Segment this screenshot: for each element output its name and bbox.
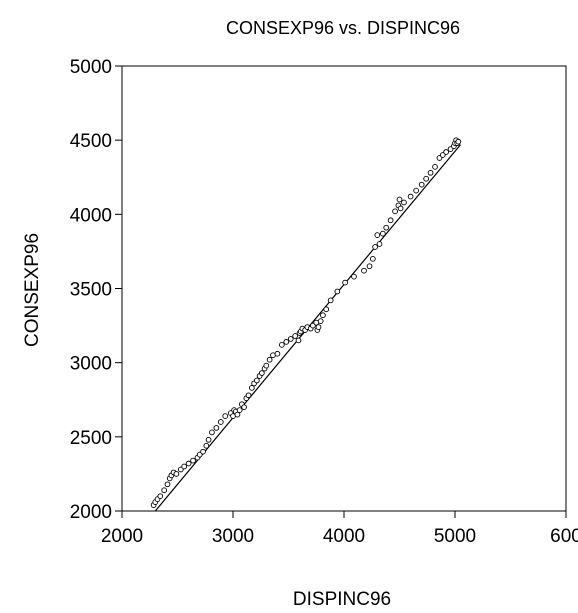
data-point — [263, 362, 270, 369]
data-point — [185, 460, 192, 467]
data-point — [392, 208, 398, 215]
plot-frame — [121, 65, 567, 512]
data-point — [432, 164, 438, 170]
data-point — [278, 342, 285, 348]
x-axis-label: DISPINC96 — [293, 589, 391, 610]
data-point — [259, 370, 265, 376]
data-point — [397, 205, 404, 212]
data-point — [396, 196, 403, 203]
data-point — [372, 244, 378, 250]
y-tick-label: 2500 — [70, 428, 112, 449]
x-tick-label: 2000 — [101, 526, 143, 547]
x-tick-label: 4000 — [323, 526, 365, 547]
x-tick-label: 3000 — [212, 526, 254, 547]
data-point — [254, 377, 260, 384]
data-point — [190, 457, 196, 464]
y-tick-label: 2000 — [70, 502, 112, 523]
data-point — [209, 429, 215, 436]
data-point — [320, 312, 326, 319]
data-point — [274, 350, 281, 357]
x-tick-label: 600 — [550, 526, 578, 547]
data-point — [413, 187, 420, 194]
data-point — [374, 232, 381, 238]
data-point — [213, 425, 220, 431]
data-point — [423, 175, 429, 182]
data-point — [323, 306, 330, 313]
data-point — [234, 411, 241, 418]
y-tick-label: 3000 — [70, 354, 112, 375]
data-point — [383, 224, 390, 231]
data-point — [351, 273, 357, 280]
data-point — [387, 217, 394, 224]
data-point — [317, 318, 324, 324]
data-point — [361, 267, 367, 274]
data-points — [150, 137, 462, 508]
data-point — [173, 471, 180, 477]
data-point — [164, 481, 171, 488]
data-point — [315, 324, 322, 330]
data-point — [292, 333, 299, 339]
data-point — [181, 463, 188, 470]
data-point — [295, 337, 302, 344]
data-point — [241, 404, 247, 411]
data-point — [245, 392, 252, 399]
y-tick-label: 3500 — [70, 280, 112, 301]
data-point — [366, 263, 373, 270]
x-axis: 2000 3000 4000 5000 600 — [101, 511, 578, 547]
y-tick-label: 4500 — [70, 131, 112, 152]
y-axis-label: CONSEXP96 — [22, 233, 43, 347]
data-point — [342, 279, 348, 286]
data-point — [401, 199, 407, 206]
data-point — [418, 181, 425, 188]
y-tick-label: 4000 — [70, 205, 112, 226]
data-point — [217, 419, 224, 425]
data-point — [287, 336, 294, 342]
data-point — [327, 297, 334, 304]
data-point — [376, 241, 383, 247]
x-tick-label: 5000 — [434, 526, 476, 547]
y-tick-label: 5000 — [70, 57, 112, 78]
data-point — [222, 413, 229, 419]
data-point — [334, 288, 341, 295]
data-point — [455, 138, 462, 145]
data-point — [161, 487, 168, 494]
y-axis: 2000 2500 3000 3500 4000 4500 5000 — [70, 57, 122, 523]
data-point — [200, 448, 206, 455]
data-point — [203, 442, 210, 449]
data-point — [249, 385, 255, 391]
data-point — [370, 255, 376, 262]
data-point — [283, 339, 290, 345]
data-point — [236, 407, 243, 413]
data-point — [407, 193, 414, 200]
data-point — [427, 169, 434, 176]
chart-title: CONSEXP96 vs. DISPINC96 — [226, 18, 460, 38]
data-point — [443, 149, 449, 155]
data-point — [157, 493, 164, 500]
data-point — [266, 356, 273, 363]
data-point — [380, 230, 386, 237]
data-point — [205, 436, 212, 443]
